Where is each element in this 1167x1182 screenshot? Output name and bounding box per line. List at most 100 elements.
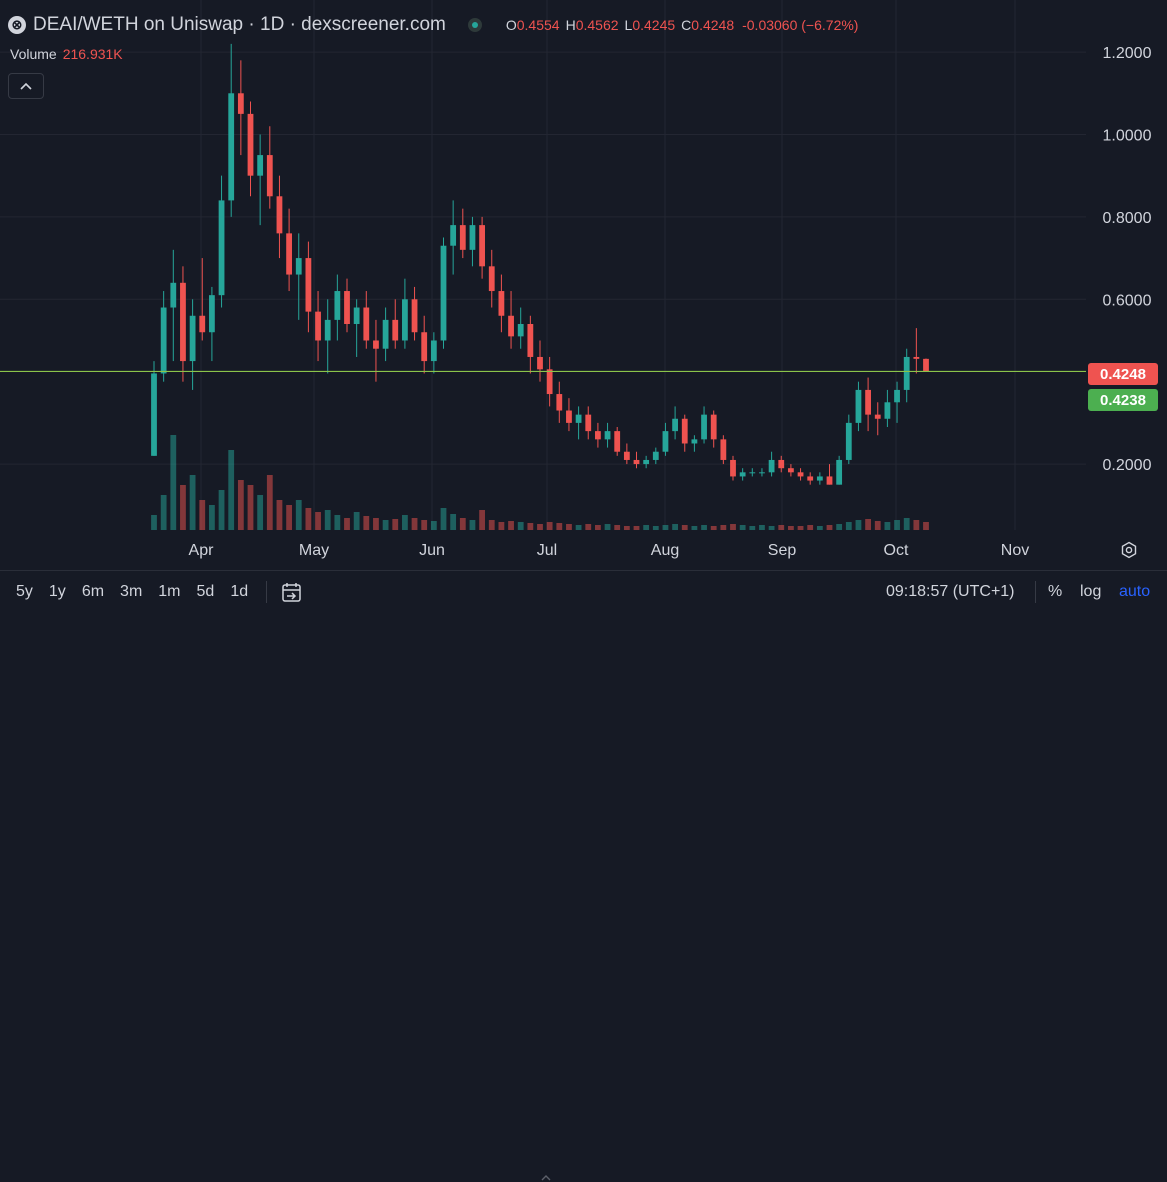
volume-bar bbox=[160, 495, 167, 530]
range-6m-button[interactable]: 6m bbox=[81, 582, 105, 600]
range-1d-button[interactable]: 1d bbox=[230, 582, 249, 600]
candle-body bbox=[585, 414, 592, 432]
volume-bar bbox=[778, 525, 785, 530]
price-axis-tick-label: 0.6000 bbox=[1103, 292, 1152, 309]
candle-body bbox=[845, 422, 852, 460]
calendar-arrow-icon[interactable] bbox=[280, 581, 304, 605]
candle-body bbox=[884, 402, 891, 419]
volume-bar bbox=[498, 522, 505, 530]
candle-body bbox=[894, 389, 900, 403]
candle-body bbox=[623, 451, 630, 460]
symbol-title[interactable]: DEAI/WETH on Uniswap · 1D · dexscreener.… bbox=[33, 14, 446, 35]
volume-bar bbox=[488, 520, 495, 530]
dexscreener-logo-icon: ⊗ bbox=[8, 16, 26, 34]
candle-body bbox=[566, 410, 572, 423]
market-status-icon[interactable] bbox=[467, 18, 482, 32]
volume-bar bbox=[585, 524, 592, 530]
range-3m-button[interactable]: 3m bbox=[120, 582, 143, 600]
candle-body bbox=[189, 315, 196, 362]
range-1y-button[interactable]: 1y bbox=[48, 582, 66, 600]
collapse-legend-button[interactable] bbox=[8, 73, 44, 99]
time-axis-tick-label: Jun bbox=[419, 542, 445, 559]
price-axis-tick-label: 0.2000 bbox=[1103, 457, 1152, 474]
volume-bar bbox=[566, 524, 572, 530]
chart-pane[interactable]: 1.2000 1.0000 0.8000 0.6000 0.2000 Apr May Jun J… bbox=[0, 0, 1152, 559]
auto-scale-button[interactable]: auto bbox=[1119, 582, 1151, 600]
volume-bar bbox=[759, 525, 765, 530]
log-scale-button[interactable]: log bbox=[1080, 582, 1102, 600]
candle-body bbox=[788, 468, 794, 473]
candle-body bbox=[508, 315, 514, 337]
volume-bar bbox=[546, 522, 553, 530]
candle-body bbox=[537, 356, 543, 370]
open-value: 0.4554 bbox=[516, 17, 560, 33]
volume-bar bbox=[266, 475, 273, 530]
volume-bar bbox=[672, 524, 678, 530]
range-selector: 5y 1y 6m 3m 1m 5d 1d bbox=[8, 571, 256, 612]
candle-body bbox=[421, 332, 428, 362]
candle-body bbox=[402, 299, 408, 341]
chevron-up-icon bbox=[20, 82, 32, 90]
candle-body bbox=[315, 311, 321, 341]
chart-settings-button[interactable] bbox=[1118, 539, 1140, 561]
candle-body bbox=[218, 200, 225, 296]
ohlc-values: O 0.4554 H 0.4562 L 0.4245 C 0.4248 -0.03060… bbox=[500, 17, 859, 33]
volume-bar bbox=[614, 525, 621, 530]
candlestick-chart[interactable]: 1.2000 1.0000 0.8000 0.6000 0.2000 Apr May Jun J… bbox=[0, 0, 1167, 570]
candle-body bbox=[836, 459, 843, 485]
timezone-clock[interactable]: 09:18:57 (UTC+1) bbox=[886, 582, 1015, 600]
candle-body bbox=[151, 373, 157, 456]
candle-body bbox=[614, 431, 621, 452]
candle-body bbox=[430, 340, 437, 362]
volume-bar bbox=[218, 490, 225, 530]
volume-bar bbox=[247, 485, 254, 530]
volume-bar bbox=[469, 520, 476, 530]
volume-bar bbox=[874, 521, 881, 530]
candle-body bbox=[527, 324, 534, 357]
candle-body bbox=[749, 472, 756, 474]
bottom-toolbar: 5y 1y 6m 3m 1m 5d 1d 09:18:57 (UTC+1) % … bbox=[0, 570, 1167, 1181]
volume-bar bbox=[739, 525, 746, 530]
volume-bar bbox=[517, 522, 524, 530]
volume-bar bbox=[710, 526, 717, 530]
volume-bar bbox=[720, 525, 727, 530]
candle-body bbox=[266, 155, 273, 197]
volume-bar bbox=[681, 525, 688, 530]
volume-bar bbox=[402, 515, 408, 530]
volume-bar bbox=[662, 525, 669, 530]
volume-bar bbox=[353, 512, 360, 530]
volume-bar bbox=[189, 475, 196, 530]
volume-bar bbox=[894, 520, 900, 530]
range-5d-button[interactable]: 5d bbox=[196, 582, 215, 600]
candle-body bbox=[382, 319, 389, 349]
time-axis-tick-label: Aug bbox=[651, 542, 679, 559]
candle-body bbox=[479, 225, 485, 267]
candle-body bbox=[691, 439, 698, 444]
price-axis-tick-label: 1.2000 bbox=[1103, 45, 1152, 62]
candle-body bbox=[373, 340, 379, 349]
volume-bar bbox=[768, 526, 775, 530]
candle-body bbox=[180, 282, 186, 362]
low-label: L bbox=[624, 17, 633, 33]
range-1m-button[interactable]: 1m bbox=[158, 582, 181, 600]
low-value: 0.4245 bbox=[632, 17, 676, 33]
resize-handle-icon[interactable] bbox=[540, 1174, 552, 1182]
candle-body bbox=[209, 295, 215, 333]
candle-body bbox=[826, 476, 833, 485]
volume-bar bbox=[151, 515, 157, 530]
percent-scale-button[interactable]: % bbox=[1048, 582, 1063, 600]
volume-bar bbox=[459, 518, 466, 530]
volume-bar bbox=[430, 521, 437, 530]
candle-body bbox=[488, 266, 495, 292]
volume-bar bbox=[508, 521, 514, 530]
volume-value: 216.931K bbox=[62, 46, 123, 62]
candle-body bbox=[160, 307, 167, 374]
volume-bar bbox=[440, 508, 447, 530]
volume-bar bbox=[479, 510, 485, 530]
candle-body bbox=[498, 291, 505, 316]
time-axis-tick-label: Apr bbox=[189, 542, 215, 559]
volume-bar bbox=[730, 524, 736, 530]
candle-body bbox=[643, 459, 650, 465]
volume-bar bbox=[575, 525, 582, 530]
range-5y-button[interactable]: 5y bbox=[16, 582, 33, 600]
